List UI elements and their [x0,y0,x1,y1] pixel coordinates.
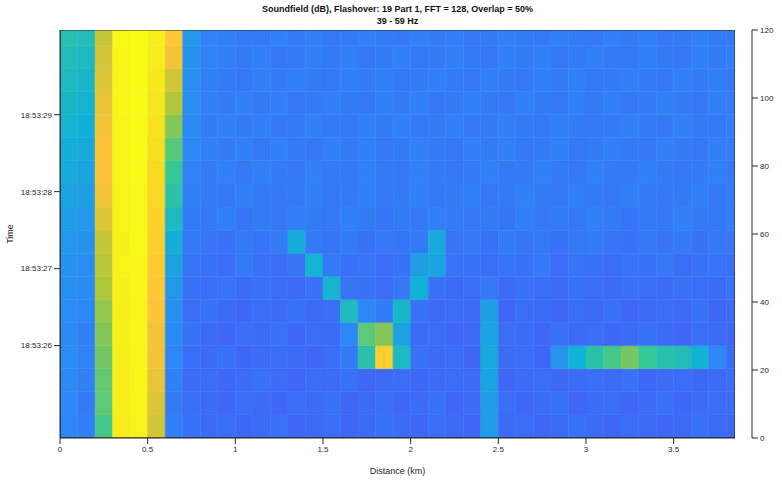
svg-text:Time: Time [5,224,15,244]
svg-text:100: 100 [760,94,774,103]
svg-text:1: 1 [233,445,238,454]
svg-text:0: 0 [58,445,63,454]
svg-text:0: 0 [760,434,765,443]
svg-text:3: 3 [584,445,589,454]
svg-text:18:53:26: 18:53:26 [21,341,53,350]
svg-text:20: 20 [760,366,769,375]
svg-text:2: 2 [408,445,413,454]
svg-text:1.5: 1.5 [317,445,329,454]
svg-text:Distance (km): Distance (km) [370,466,426,476]
html-text:Soundfield (dB), Flashover: 19: Soundfield (dB), Flashover: 19 Part 1, F… [262,4,533,14]
svg-text:60: 60 [760,230,769,239]
html-text:39 - 59 Hz: 39 - 59 Hz [376,16,419,26]
svg-text:120: 120 [760,26,774,35]
svg-text:0.5: 0.5 [142,445,154,454]
svg-text:18:53:29: 18:53:29 [21,111,53,120]
svg-text:40: 40 [760,298,769,307]
svg-text:18:53:28: 18:53:28 [21,188,53,197]
svg-text:3.5: 3.5 [668,445,680,454]
svg-text:80: 80 [760,162,769,171]
svg-text:2.5: 2.5 [493,445,505,454]
svg-text:18:53:27: 18:53:27 [21,264,53,273]
